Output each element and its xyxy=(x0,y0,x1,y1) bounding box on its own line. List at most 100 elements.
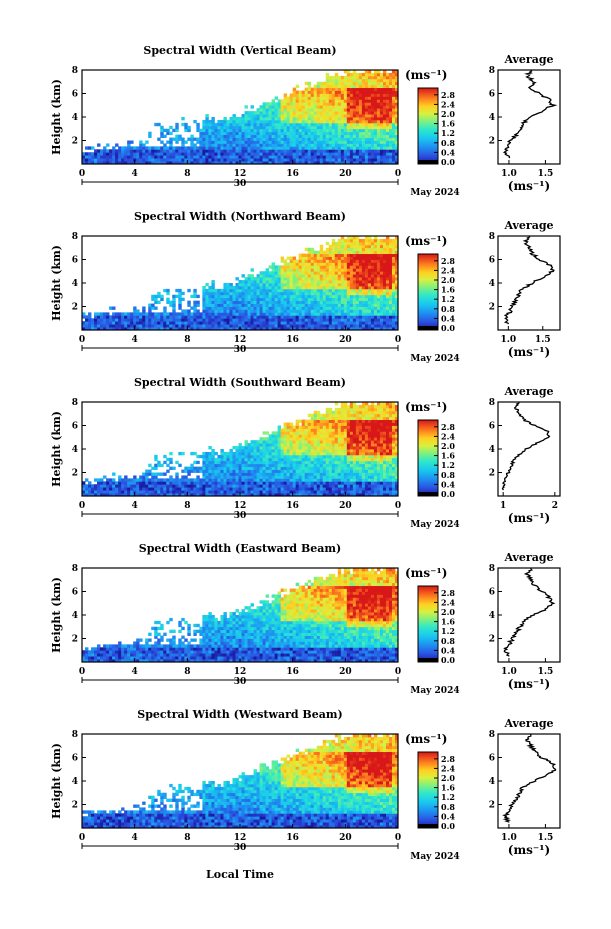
heatmap-cell xyxy=(88,490,92,494)
heatmap-cell xyxy=(229,466,233,470)
heatmap-cell xyxy=(277,117,282,121)
heatmap-cell xyxy=(295,478,300,482)
heatmap-cell xyxy=(313,265,318,269)
heatmap-cell xyxy=(211,300,215,304)
heatmap-cell xyxy=(103,312,107,316)
heatmap-cell xyxy=(373,93,378,97)
heatmap-cell xyxy=(385,140,390,144)
heatmap-cell xyxy=(325,262,330,266)
heatmap-cell xyxy=(286,265,291,269)
heatmap-cell xyxy=(292,475,297,479)
heatmap-cell xyxy=(256,478,260,482)
heatmap-cell xyxy=(271,327,276,331)
heatmap-cell xyxy=(352,244,357,249)
heatmap-cell xyxy=(295,300,300,304)
heatmap-cell xyxy=(301,105,306,109)
heatmap-cell xyxy=(316,268,321,272)
heatmap-cell xyxy=(334,87,339,91)
heatmap-cell xyxy=(364,122,369,127)
heatmap-cell xyxy=(283,140,288,144)
heatmap-cell xyxy=(385,105,390,109)
heatmap-cell xyxy=(181,143,185,147)
heatmap-cell xyxy=(229,140,233,144)
heatmap-cell xyxy=(277,274,282,278)
heatmap-cell xyxy=(304,119,309,124)
heatmap-cell xyxy=(352,236,357,240)
heatmap-cell xyxy=(235,451,239,456)
heatmap-cell xyxy=(328,271,333,275)
heatmap-cell xyxy=(211,161,215,165)
heatmap-cell xyxy=(331,114,336,118)
heatmap-cell xyxy=(277,283,282,287)
heatmap-cell xyxy=(241,143,245,147)
heatmap-cell xyxy=(235,277,239,281)
heatmap-cell xyxy=(292,131,297,136)
heatmap-cell xyxy=(211,146,215,150)
heatmap-cell xyxy=(256,309,260,313)
heatmap-cell xyxy=(220,493,224,497)
heatmap-cell xyxy=(250,285,254,290)
heatmap-cell xyxy=(355,262,360,266)
heatmap-cell xyxy=(139,327,143,331)
heatmap-cell xyxy=(331,99,336,103)
heatmap-cell xyxy=(355,318,360,322)
heatmap-cell xyxy=(286,297,291,302)
heatmap-cell xyxy=(121,478,125,482)
average-y-tick-label: 6 xyxy=(489,256,495,266)
heatmap-cell xyxy=(394,131,399,136)
heatmap-cell xyxy=(262,140,266,144)
heatmap-cell xyxy=(358,119,363,124)
heatmap-cell xyxy=(262,481,266,485)
heatmap-cell xyxy=(151,466,155,470)
heatmap-cell xyxy=(256,131,260,136)
heatmap-cell xyxy=(97,493,101,497)
heatmap-cell xyxy=(379,114,384,118)
heatmap-cell xyxy=(298,460,303,465)
heatmap-cell xyxy=(262,460,266,465)
heatmap-cell xyxy=(142,472,146,476)
heatmap-cell xyxy=(304,268,309,272)
heatmap-cell xyxy=(82,161,86,165)
heatmap-cell xyxy=(202,472,206,476)
heatmap-cell xyxy=(376,102,381,106)
heatmap-cell xyxy=(106,152,110,156)
heatmap-cell xyxy=(376,303,381,307)
heatmap-cell xyxy=(109,478,113,482)
heatmap-cell xyxy=(277,484,282,488)
heatmap-cell xyxy=(136,481,140,485)
heatmap-cell xyxy=(205,291,209,296)
average-x-tick-label: 1.5 xyxy=(538,169,554,179)
heatmap-cell xyxy=(115,149,119,153)
heatmap-cell xyxy=(379,271,384,275)
heatmap-cell xyxy=(307,478,312,482)
heatmap-cell xyxy=(283,306,288,310)
heatmap-cell xyxy=(277,481,282,485)
heatmap-cell xyxy=(283,493,288,497)
heatmap-cell xyxy=(100,155,104,159)
heatmap-cell xyxy=(313,288,318,293)
heatmap-cell xyxy=(382,84,387,89)
heatmap-cell xyxy=(250,451,254,456)
heatmap-cell xyxy=(247,285,251,290)
heatmap-cell xyxy=(307,274,312,278)
heatmap-cell xyxy=(283,475,288,479)
heatmap-cell xyxy=(238,143,242,147)
heatmap-cell xyxy=(304,291,309,296)
heatmap-cell xyxy=(268,493,272,497)
heatmap-cell xyxy=(352,291,357,296)
heatmap-cell xyxy=(226,318,230,322)
heatmap-cell xyxy=(244,454,248,459)
heatmap-cell xyxy=(346,125,351,130)
heatmap-cell xyxy=(253,122,257,127)
heatmap-cell xyxy=(202,478,206,482)
heatmap-cell xyxy=(367,125,372,130)
heatmap-cell xyxy=(385,72,390,77)
heatmap-cell xyxy=(175,125,179,130)
heatmap-cell xyxy=(373,327,378,331)
heatmap-cell xyxy=(109,481,113,485)
heatmap-cell xyxy=(172,306,176,310)
heatmap-cell xyxy=(244,155,248,159)
heatmap-cell xyxy=(184,469,188,473)
heatmap-cell xyxy=(319,117,324,121)
heatmap-cell xyxy=(142,152,146,156)
